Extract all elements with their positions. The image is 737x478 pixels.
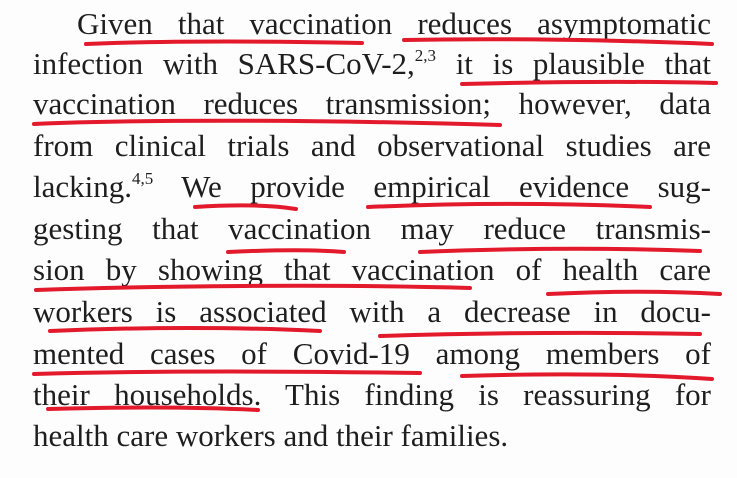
paragraph-line-10: their households. This finding is reassu… — [33, 377, 711, 412]
paragraph-line-2: infection with SARS-CoV-2,2,3 it is plau… — [33, 46, 711, 81]
paragraph-line-8: workers is associated with a decrease in… — [33, 294, 711, 329]
paragraph-line-11: health care workers and their families. — [33, 418, 509, 453]
paragraph-line-9: mented cases of Covid-19 among members o… — [33, 336, 711, 371]
paragraph-line-4: from clinical trials and observational s… — [33, 128, 711, 163]
paragraph-line-5: lacking.4,5 We provide empirical evidenc… — [33, 169, 711, 204]
paragraph-line-7: sion by showing that vaccination of heal… — [33, 252, 711, 287]
paragraph-line-6: gesting that vaccination may reduce tran… — [33, 211, 711, 246]
paragraph-line-1: Given that vaccination reduces asymptoma… — [77, 6, 711, 41]
paragraph-line-3: vaccination reduces transmission; howeve… — [33, 86, 711, 121]
citation-2-3: 2,3 — [414, 46, 437, 65]
citation-4-5: 4,5 — [132, 169, 154, 188]
